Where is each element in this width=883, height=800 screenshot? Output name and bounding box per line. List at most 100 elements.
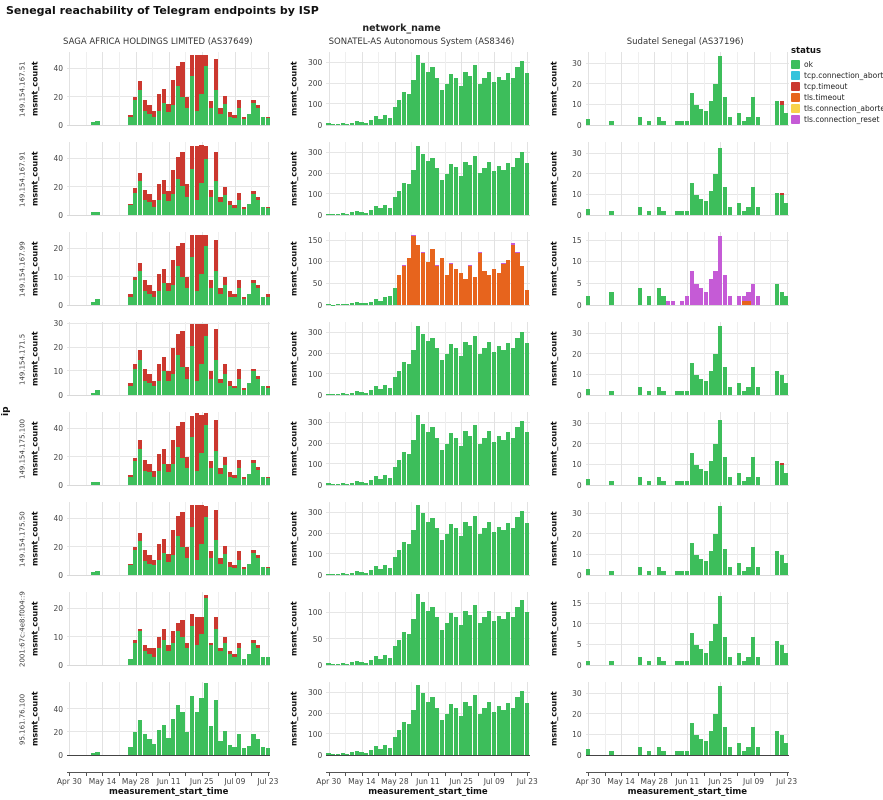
bar [656,386,661,395]
y-tick-label: 0 [317,301,323,310]
bar-segment-tcp-timeout [227,200,232,206]
x-tick-mark [218,773,220,776]
bar-segment-tcp-timeout [223,186,228,196]
bar-segment-ok [152,206,157,215]
bar-segment-ok [416,685,421,755]
bar-segment-ok [232,387,237,395]
bar [496,526,501,575]
bar-segment-ok [656,206,661,215]
bar-segment-tcp-timeout [232,565,237,568]
bar-segment-ok [501,709,506,755]
bar [774,640,780,665]
bar-segment-tls-timeout [435,266,440,305]
gridline-vertical [753,682,755,755]
bar-segment-ok [256,558,261,575]
bar-segment-ok [194,290,199,305]
bar-segment-ok [515,337,520,395]
bar [439,90,445,125]
bar-segment-ok [90,482,95,485]
bar-segment-tcp-timeout [175,333,180,355]
gridline-vertical [328,592,330,665]
bar [496,272,501,305]
bar-segment-ok [510,617,515,665]
bar [463,279,468,305]
bar-segment-ok [609,292,614,305]
bar-segment-tcp-timeout [180,243,185,277]
bar-segment-tls-timeout [482,270,487,305]
row-label-ip: 149.154.167.51 [18,61,27,117]
bar [444,713,449,755]
gridline-vertical [135,322,137,395]
bar [506,611,511,665]
bar [713,84,718,125]
bar [368,749,374,755]
bar [680,210,685,215]
bar [378,568,383,575]
bar [397,460,402,485]
bar-segment-ok [406,724,411,755]
bar-segment-ok [515,606,520,665]
bar-segment-ok [689,92,694,125]
gridline-vertical [234,592,236,665]
panel-group: msmt_count 0 100 200 300 [288,502,530,580]
bar [449,262,454,305]
bar [397,730,402,755]
bar [585,478,590,485]
bar [708,640,713,665]
gridline-vertical [168,412,170,485]
bar-segment-ok [439,540,445,575]
y-tick-label: 0 [317,211,323,220]
bar-segment-ok [482,77,487,125]
bar [684,296,690,305]
bar-segment-ok [637,476,642,485]
bar [95,482,100,485]
bar-segment-tls-timeout [411,236,416,305]
bar-segment-ok [708,370,713,395]
y-tick-label: 0 [58,661,63,670]
bar-segment-tcp-timeout [147,373,152,384]
bar-segment-ok [468,345,473,395]
y-axis-ticks: 0 100 200 300 [300,52,326,130]
bar-segment-ok [774,283,780,305]
bar-segment-ok [152,385,157,395]
facet-panel [67,502,271,576]
bar [204,413,209,485]
y-tick-label: 40 [53,704,63,714]
bar-segment-tcp-timeout [156,454,162,471]
bar [397,100,402,125]
gridline-vertical [621,52,623,125]
gridline-vertical [135,142,137,215]
bar-segment-ok [741,480,746,485]
bar-segment-ok [661,750,666,755]
bar-segment-ok [453,437,459,485]
gridline-vertical [185,502,187,575]
bar-segment-ok [133,732,138,755]
bar-segment-tcp-timeout [161,357,166,372]
bar-segment-tcp-timeout [265,206,270,208]
bar [199,324,204,395]
gridline-vertical [654,412,656,485]
x-tick-label: Jun 11 [156,777,181,786]
bar-segment-ok [241,659,247,665]
bar [425,71,430,125]
gridline-vertical [328,502,330,575]
bar-segment-ok [368,479,374,485]
bar [137,350,143,395]
bar [392,736,397,755]
bar [661,210,666,215]
bar [90,122,95,125]
y-tick-label: 300 [308,418,323,428]
y-tick-label: 20 [53,604,63,614]
bar-segment-ok [506,163,511,215]
gridline-vertical [588,142,590,215]
bar [199,234,204,305]
bar [331,483,336,485]
bar [213,329,218,395]
bar-segment-ok [727,746,732,755]
bar-segment-ok [784,296,789,305]
bar [364,572,369,575]
bar-segment-ok [147,739,152,755]
bar [637,566,642,575]
bar [227,290,232,305]
bar-segment-ok [260,566,266,575]
